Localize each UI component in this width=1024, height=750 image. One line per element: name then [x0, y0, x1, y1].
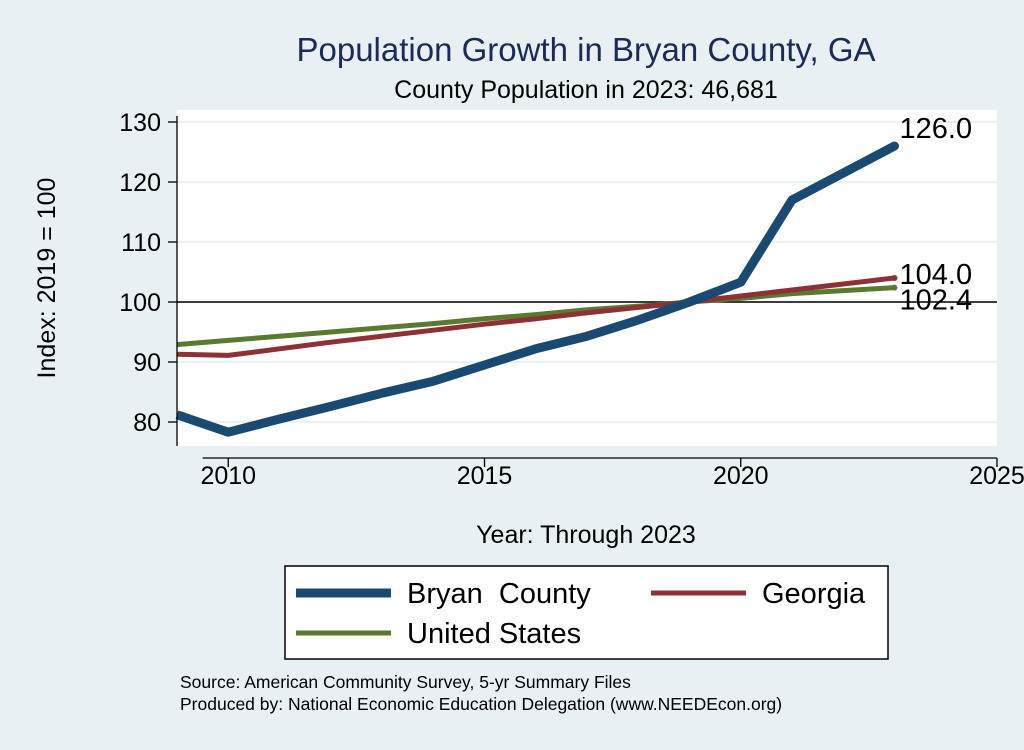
end-label-bryan-county: 126.0	[900, 113, 973, 145]
legend: Bryan County Georgia United States	[284, 565, 889, 660]
chart-subtitle: County Population in 2023: 46,681	[394, 76, 778, 104]
series-line-bryan-county	[175, 142, 897, 437]
axis-layer: 80 90 100 110 120 130 2010 2015 2020 2025	[119, 109, 1024, 490]
x-tick-label-2010: 2010	[200, 462, 256, 490]
series-line-georgia	[176, 275, 895, 358]
y-tick-label-100: 100	[119, 289, 161, 317]
x-tick-label-2020: 2020	[713, 462, 769, 490]
x-axis-label: Year: Through 2023	[476, 521, 696, 549]
series-end-point-georgia	[891, 275, 898, 281]
end-label-united-states: 102.4	[900, 285, 973, 317]
legend-label-bryan-county: Bryan County	[407, 578, 591, 610]
legend-label-united-states: United States	[407, 618, 581, 650]
series-end-point-bryan-county	[890, 141, 899, 151]
y-tick-label-80: 80	[133, 409, 161, 437]
y-tick-label-130: 130	[119, 109, 161, 137]
legend-box	[284, 565, 889, 660]
series-layer	[175, 141, 899, 437]
x-tick-label-2015: 2015	[457, 462, 513, 490]
footer-produced-by: Produced by: National Economic Education…	[180, 694, 782, 714]
y-axis-label: Index: 2019 = 100	[33, 178, 61, 379]
y-tick-label-90: 90	[133, 349, 161, 377]
series-line-united-states	[176, 285, 895, 348]
x-tick-label-2025: 2025	[969, 462, 1024, 490]
footer-source: Source: American Community Survey, 5-yr …	[180, 672, 631, 692]
y-tick-label-110: 110	[121, 229, 161, 257]
legend-label-georgia: Georgia	[762, 578, 866, 610]
chart-title: Population Growth in Bryan County, GA	[296, 31, 875, 68]
y-tick-label-120: 120	[119, 169, 161, 197]
end-label-georgia: 104.0	[900, 259, 973, 291]
series-end-point-united-states	[891, 284, 898, 291]
